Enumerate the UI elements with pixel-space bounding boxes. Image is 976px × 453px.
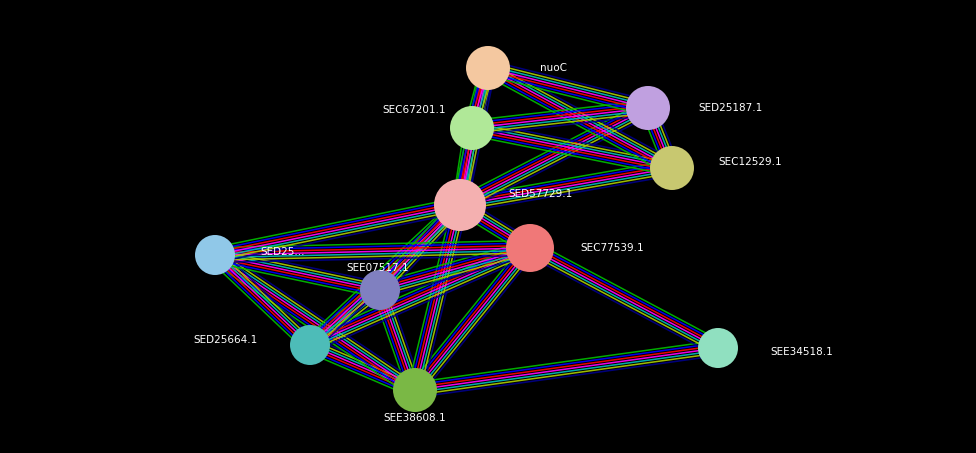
Text: SED25664.1: SED25664.1 <box>194 335 258 345</box>
Text: SEE07517.1: SEE07517.1 <box>346 263 409 273</box>
Circle shape <box>450 106 494 150</box>
Text: SED57729.1: SED57729.1 <box>508 189 572 199</box>
Circle shape <box>360 270 400 310</box>
Circle shape <box>466 46 510 90</box>
Circle shape <box>393 368 437 412</box>
Circle shape <box>434 179 486 231</box>
Text: SEE38608.1: SEE38608.1 <box>384 413 446 423</box>
Text: SEC12529.1: SEC12529.1 <box>718 157 782 167</box>
Circle shape <box>650 146 694 190</box>
Circle shape <box>290 325 330 365</box>
Text: SEC67201.1: SEC67201.1 <box>383 105 446 115</box>
Text: nuoC: nuoC <box>540 63 567 73</box>
Text: SEE34518.1: SEE34518.1 <box>770 347 833 357</box>
Text: SEC77539.1: SEC77539.1 <box>580 243 643 253</box>
Text: SED25187.1: SED25187.1 <box>698 103 762 113</box>
Circle shape <box>626 86 670 130</box>
Text: SED25...: SED25... <box>260 247 305 257</box>
Circle shape <box>506 224 554 272</box>
Circle shape <box>195 235 235 275</box>
Circle shape <box>698 328 738 368</box>
